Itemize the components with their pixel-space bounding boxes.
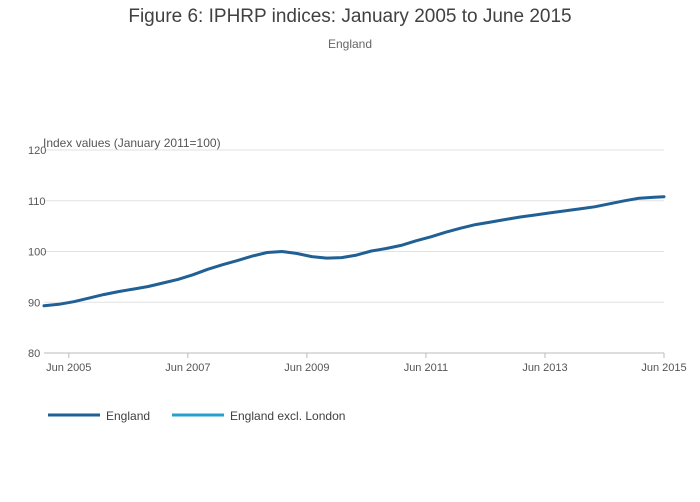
y-axis: 80 90 100 110 120 [28, 145, 46, 360]
x-tick-label: Jun 2015 [641, 362, 686, 374]
chart-title: Figure 6: IPHRP indices: January 2005 to… [128, 6, 572, 27]
x-tick-label: Jun 2005 [46, 362, 91, 374]
x-tick-label: Jun 2011 [404, 362, 448, 374]
legend-item[interactable]: England excl. London [172, 409, 345, 423]
y-tick-label: 110 [28, 196, 46, 208]
y-tick-label: 90 [28, 297, 40, 309]
y-tick-label: 120 [28, 145, 46, 157]
legend-item[interactable]: England [48, 409, 150, 423]
legend-label: England excl. London [230, 409, 345, 423]
legend-label: England [106, 409, 150, 423]
x-tick-label: Jun 2013 [522, 362, 567, 374]
gridlines [44, 149, 664, 354]
x-axis: Jun 2005 Jun 2007 Jun 2009 Jun 2011 Jun 2013… [46, 353, 687, 374]
y-tick-label: 80 [28, 348, 40, 360]
x-tick-label: Jun 2009 [284, 362, 329, 374]
series-line-england[interactable] [42, 195, 666, 308]
x-tick-label: Jun 2007 [165, 362, 210, 374]
legend: England England excl. London [48, 409, 345, 423]
y-axis-label: Index values (January 2011=100) [43, 136, 221, 150]
chart-subtitle: England [327, 37, 373, 51]
y-tick-label: 100 [28, 247, 46, 259]
series-group [42, 195, 666, 308]
